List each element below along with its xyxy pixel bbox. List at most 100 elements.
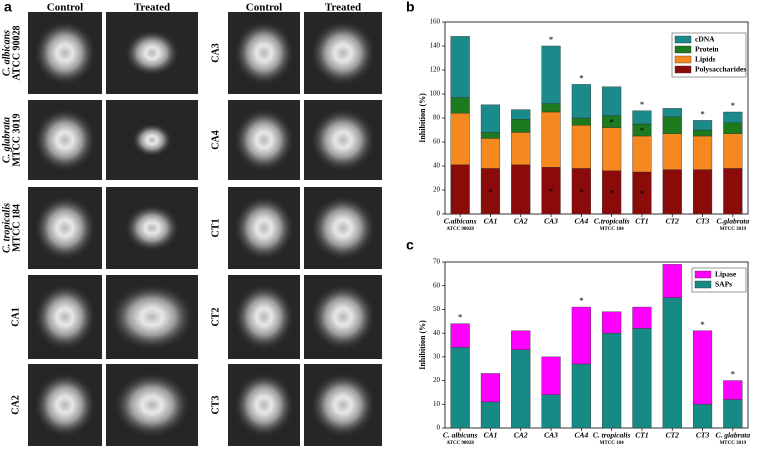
bar-segment: [692, 120, 713, 131]
y-tick-label: 0: [437, 424, 441, 432]
x-tick-label: CT3: [696, 431, 710, 440]
bar-segment: [723, 168, 743, 215]
y-tick-label: 40: [433, 162, 441, 170]
bar-segment: [450, 112, 470, 165]
row-label-line: C. tropicalis: [1, 203, 12, 253]
significance-mark: *: [458, 313, 463, 323]
significance-mark: *: [549, 187, 554, 197]
y-tick-label: 60: [433, 138, 441, 146]
x-tick-label: CT1: [635, 431, 648, 440]
bar-segment: [723, 111, 743, 124]
row-label: C. albicans ATCC 90028: [1, 25, 22, 80]
colony: [310, 195, 376, 261]
bar-segment: [450, 323, 470, 348]
legend-swatch: [674, 55, 692, 64]
bar-segment: [480, 401, 501, 429]
bar-segment: [692, 330, 713, 405]
bar-segment: [571, 124, 591, 169]
bar-segment: [602, 86, 622, 116]
row-label-line: ATCC 90028: [11, 25, 22, 80]
colony: [233, 283, 295, 351]
y-axis-label: Inhibition (%): [418, 320, 427, 370]
bar-segment: [692, 404, 713, 429]
colony: [233, 372, 295, 438]
y-tick-label: 160: [430, 18, 441, 26]
y-tick-label: 40: [433, 329, 441, 337]
significance-mark: *: [549, 35, 554, 45]
colony: [113, 372, 191, 438]
legend-label: Polysaccharides: [695, 65, 746, 74]
row-label-line: MTCC 3019: [11, 113, 22, 166]
x-tick-label: CT2: [666, 431, 680, 440]
bar-segment: [480, 138, 501, 169]
bar-segment: [692, 129, 713, 137]
row-label-line: CA2: [10, 395, 21, 414]
bar-segment: [662, 116, 682, 134]
legend-swatch: [674, 65, 692, 74]
row-label-line: CA4: [210, 130, 221, 149]
significance-mark: *: [700, 109, 705, 119]
significance-mark: *: [609, 188, 614, 198]
bar-segment: [541, 45, 561, 104]
x-tick-note: MTCC 3019: [720, 441, 747, 446]
y-tick-label: 20: [433, 186, 441, 194]
colony: [310, 283, 376, 351]
legend-label: Protein: [695, 45, 719, 54]
bar-segment: [541, 103, 561, 113]
x-tick-label: CT1: [635, 217, 648, 226]
bar-segment: [511, 109, 531, 120]
x-tick-note: MTCC 184: [600, 227, 625, 232]
x-tick-label: C.glabrata: [716, 217, 749, 226]
x-tick-label: CT3: [696, 217, 710, 226]
significance-mark: *: [579, 73, 584, 83]
significance-mark: *: [579, 187, 584, 197]
row-label: C. glabrata MTCC 3019: [1, 113, 22, 166]
colony: [233, 195, 295, 261]
y-tick-label: 120: [430, 66, 441, 74]
bar-segment: [632, 328, 652, 429]
x-tick-label: CA4: [574, 217, 588, 226]
colony: [310, 108, 376, 172]
colony: [109, 283, 195, 351]
colony: [233, 108, 295, 172]
bar-segment: [511, 118, 531, 133]
bar-segment: [450, 347, 470, 429]
significance-mark: *: [579, 296, 584, 306]
x-tick-note: MTCC 184: [600, 441, 625, 446]
bar-segment: [450, 164, 470, 215]
x-tick-label: CA3: [544, 217, 558, 226]
bar-segment: [632, 135, 652, 173]
plot-frame: [444, 261, 749, 429]
bar-segment: [571, 84, 591, 119]
row-label: CT3: [210, 396, 221, 415]
row-label: CA4: [210, 130, 221, 149]
bar-segment: [662, 108, 682, 118]
y-tick-label: 0: [437, 210, 441, 218]
row-label-line: MTCC 184: [11, 204, 22, 252]
bar-segment: [723, 122, 743, 134]
significance-mark: *: [731, 101, 736, 111]
y-tick-label: 30: [433, 352, 441, 360]
colony: [124, 29, 180, 77]
row-label: C. tropicalis MTCC 184: [1, 203, 22, 253]
y-axis-label: Inhibition (%): [418, 320, 427, 370]
bar-segment: [450, 97, 470, 114]
panel-letter: b: [406, 0, 415, 15]
x-tick-label: CA1: [484, 431, 498, 440]
legend-label: Lipids: [695, 55, 716, 64]
bar-segment: [723, 399, 743, 429]
bar-segment: [480, 104, 501, 133]
x-tick-label: C.tropicalis: [594, 217, 630, 226]
row-label: CT2: [210, 308, 221, 327]
row-label-line: C. albicans: [1, 30, 12, 76]
column-header: Treated: [325, 2, 361, 14]
bar-segment: [602, 332, 622, 429]
legend-label: cDNA: [695, 35, 715, 44]
significance-mark: *: [640, 126, 645, 136]
y-tick-label: 20: [433, 376, 441, 384]
bar-segment: [511, 132, 531, 165]
x-tick-note: MTCC 3019: [720, 227, 747, 232]
y-axis-label: Inhibition (%): [418, 93, 427, 143]
colony: [33, 372, 97, 438]
